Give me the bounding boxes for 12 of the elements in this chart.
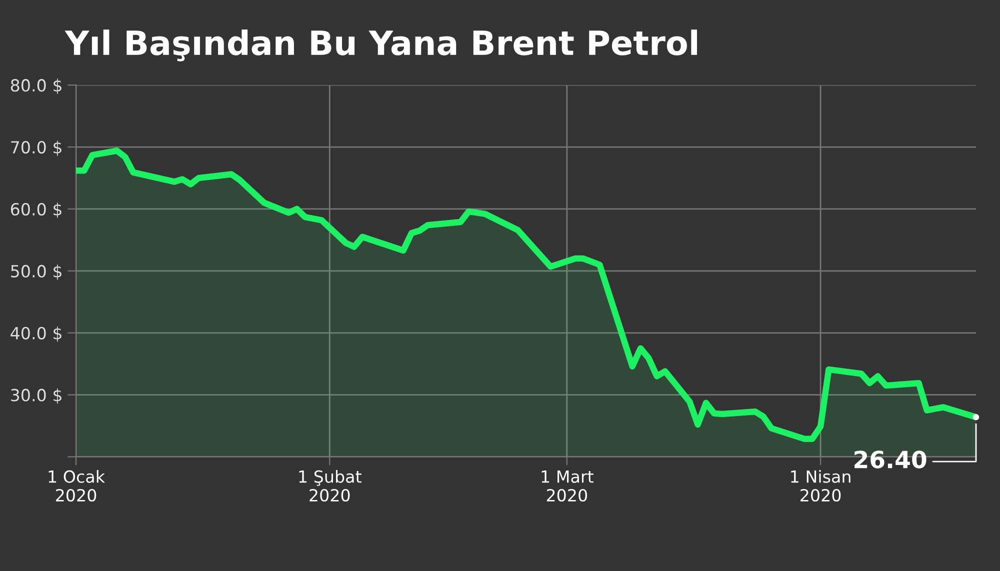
- y-tick-label: 40.0 $: [10, 326, 62, 342]
- x-tick-label: 1 Nisan 2020: [791, 470, 850, 502]
- y-tick-label: 60.0 $: [10, 202, 62, 218]
- x-tick-label: 1 Şubat 2020: [299, 470, 362, 502]
- y-tick-label: 70.0 $: [11, 140, 62, 156]
- y-tick-label: 50.0 $: [11, 264, 62, 280]
- y-tick-label: 80.0 $: [10, 78, 62, 94]
- chart-title: Yıl Başından Bu Yana Brent Petrol: [64, 30, 697, 62]
- annotation: 26.40: [854, 450, 926, 468]
- y-tick-label: 30.0 $: [11, 388, 62, 404]
- x-tick-label: 1 Ocak 2020: [48, 470, 105, 502]
- x-tick-label: 1 Mart 2020: [542, 470, 594, 502]
